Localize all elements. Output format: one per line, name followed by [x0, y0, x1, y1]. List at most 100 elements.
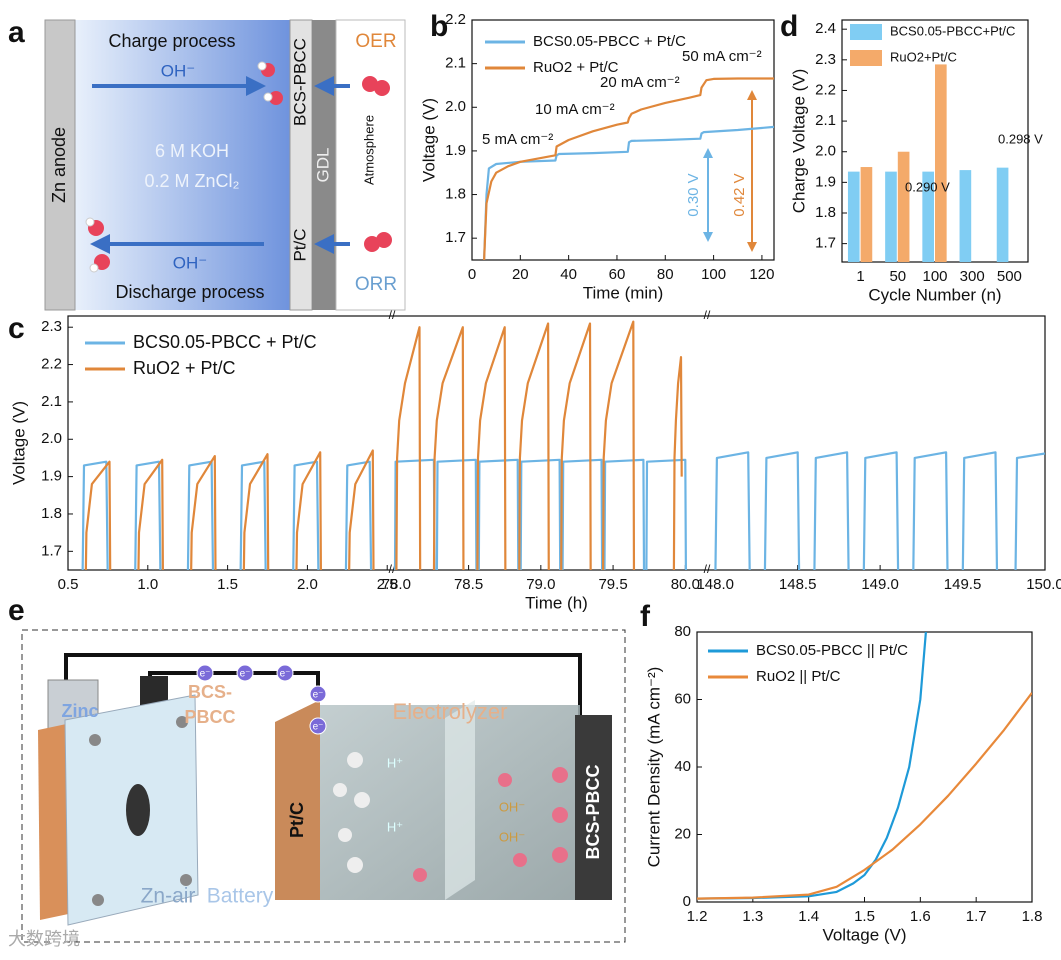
x-tick-label: 100: [701, 266, 726, 283]
annotation: 20 mA cm⁻²: [600, 74, 680, 91]
electron-label: e⁻: [280, 669, 291, 680]
y-axis-label: Voltage (V): [9, 401, 28, 485]
label: OH⁻: [499, 829, 525, 844]
dashed-frame: [21, 629, 626, 943]
clip-group: [395, 320, 683, 570]
break-mark: //: [704, 562, 711, 576]
data-line: [395, 320, 683, 570]
zn-anode: [44, 19, 76, 311]
label: Battery: [207, 885, 274, 908]
x-tick-label: 1.6: [910, 908, 931, 925]
break-mark: //: [704, 308, 711, 322]
x-tick-label: 148.0: [696, 576, 734, 593]
x-tick-label: 100: [922, 268, 947, 285]
y-tick-label: 1.9: [41, 468, 62, 485]
plot-frame: [696, 631, 1033, 903]
y-tick-label: 1.7: [41, 542, 62, 559]
annotation: 0.42 V: [731, 173, 748, 216]
y-tick-label: 2.1: [41, 393, 62, 410]
label: Electrolyzer: [393, 699, 508, 724]
x-tick-label: 2.0: [297, 576, 318, 593]
x-tick-label: 20: [512, 266, 529, 283]
x-tick-label: 149.5: [944, 576, 982, 593]
y-tick-label: 2.2: [815, 81, 836, 98]
data-line: [483, 125, 774, 260]
y-tick-label: 1.8: [445, 186, 466, 203]
label: Pt/C: [290, 228, 309, 261]
screws: [89, 716, 192, 906]
break-mark: //: [389, 308, 396, 322]
label: OER: [355, 31, 396, 52]
y-tick-label: 2.0: [815, 143, 836, 160]
molecules: [88, 63, 392, 270]
x-tick-label: 78.0: [382, 576, 411, 593]
label: H⁺: [387, 819, 403, 834]
x-tick-label: 148.5: [779, 576, 817, 593]
y-tick-label: 0: [683, 893, 691, 910]
data-line: [697, 632, 927, 900]
bar: [996, 167, 1009, 262]
y-tick-label: 40: [674, 758, 691, 775]
legend-label: RuO2 || Pt/C: [756, 668, 841, 685]
x-tick-label: 149.0: [861, 576, 899, 593]
x-tick-label: 80: [657, 266, 674, 283]
data-line: [697, 692, 1032, 900]
atmosphere: [335, 19, 406, 311]
x-tick-label: 80.0: [671, 576, 700, 593]
clip-group: [84, 449, 375, 570]
panel-label: e: [8, 594, 25, 627]
label: BCS-PBCC: [290, 38, 309, 126]
y-tick-label: 1.7: [815, 235, 836, 252]
hydrogen: [85, 61, 273, 273]
x-tick-label: 300: [960, 268, 985, 285]
x-tick-label: 500: [997, 268, 1022, 285]
label: Zinc: [61, 701, 98, 721]
label: Discharge process: [115, 282, 264, 302]
legend-swatch: [850, 50, 882, 66]
panel-e: e⁻ e⁻ e⁻ e⁻ e⁻ Zinc BCS- PBCC Electrolyz…: [8, 629, 626, 949]
data-line: [393, 458, 687, 570]
bcs-electrode: [575, 715, 612, 900]
plot-frame: [67, 315, 1046, 571]
y-tick-label: 2.3: [815, 51, 836, 68]
clip-group: [483, 77, 774, 260]
panel-label: a: [8, 16, 25, 49]
label: OH⁻: [161, 61, 195, 80]
label: Atmosphere: [361, 115, 376, 185]
y-tick-label: 80: [674, 623, 691, 640]
label: H⁺: [387, 755, 403, 770]
x-tick-label: 1.4: [798, 908, 819, 925]
x-tick-label: 1.3: [742, 908, 763, 925]
x-tick-label: 1.8: [1022, 908, 1043, 925]
x-tick-label: 1.5: [854, 908, 875, 925]
clip-group: [483, 125, 774, 260]
x-tick-label: 1.7: [966, 908, 987, 925]
pt-c-electrode: [275, 700, 320, 900]
y-tick-label: 1.9: [445, 142, 466, 159]
annotation: 10 mA cm⁻²: [535, 101, 615, 118]
panel-a: Zn anode Charge process OH⁻ 6 M KOH 0.2 …: [44, 19, 406, 311]
y-tick-label: 1.8: [815, 204, 836, 221]
label: BCS-PBCC: [583, 764, 603, 859]
x-tick-label: 50: [889, 268, 906, 285]
label: 6 M KOH: [155, 141, 229, 161]
electron-label: e⁻: [200, 669, 211, 680]
electron-label: e⁻: [313, 690, 324, 701]
y-tick-label: 2.1: [815, 112, 836, 129]
x-tick-label: 2.5: [377, 576, 398, 593]
label: Charge process: [108, 31, 235, 51]
gdl: [312, 20, 336, 310]
label: Pt/C: [287, 802, 307, 838]
y-tick-label: 20: [674, 825, 691, 842]
annotation: 0.298 V: [998, 131, 1043, 146]
annotation: 0.290 V: [905, 179, 950, 194]
clip-group: [714, 451, 1045, 570]
annotation: 5 mA cm⁻²: [482, 131, 553, 148]
label: Zn anode: [49, 127, 69, 203]
x-tick-label: 1.5: [217, 576, 238, 593]
bar: [935, 64, 947, 262]
label: ORR: [355, 274, 397, 295]
x-axis-label: Cycle Number (n): [868, 285, 1001, 304]
y-tick-label: 60: [674, 690, 691, 707]
x-tick-label: 60: [609, 266, 626, 283]
